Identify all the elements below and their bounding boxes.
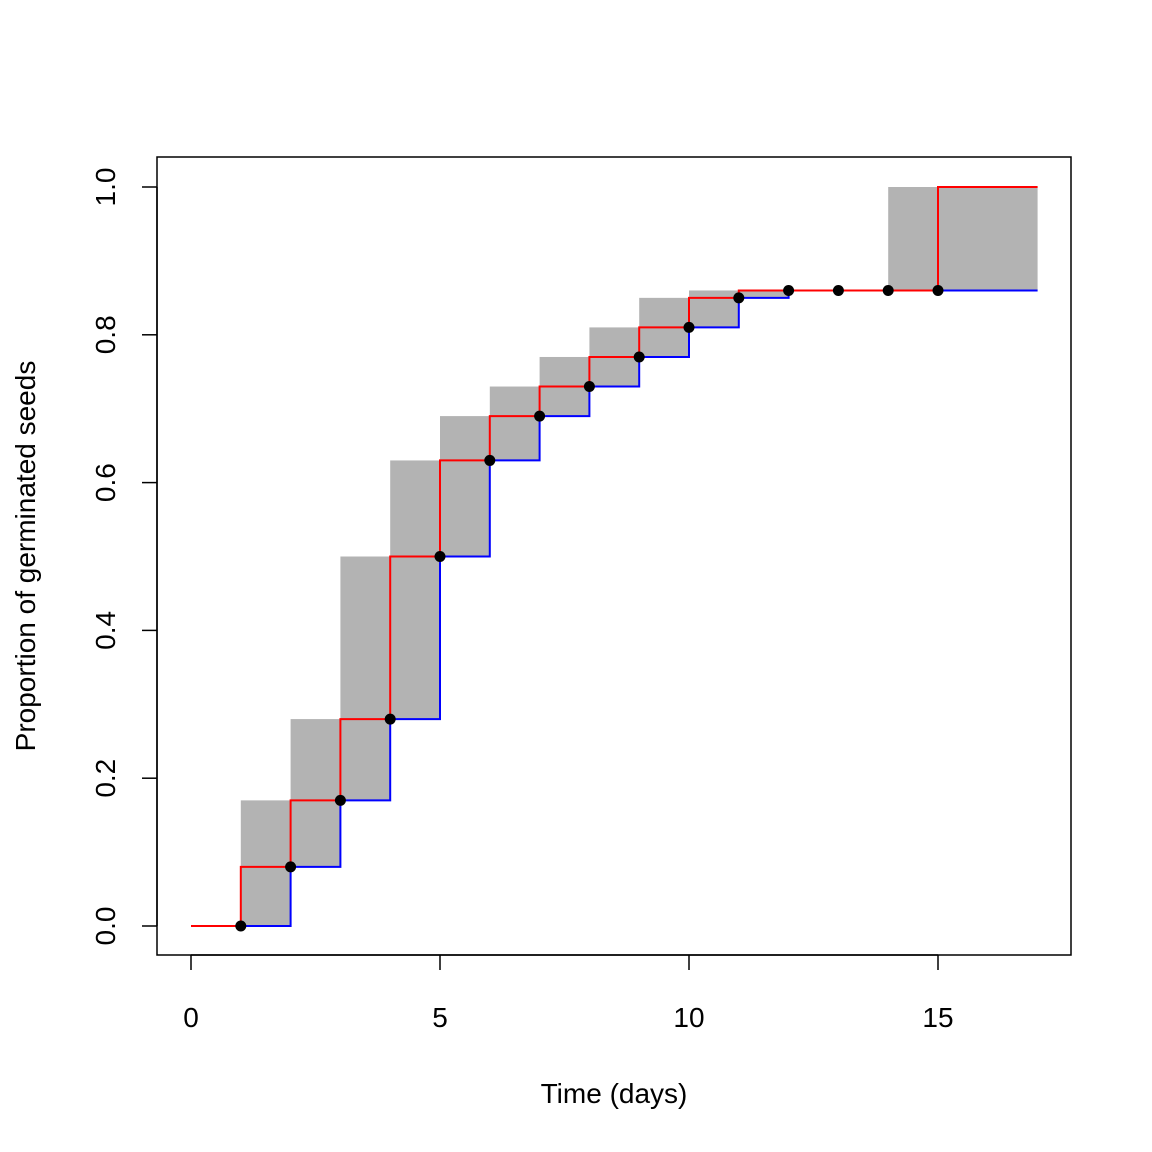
band-fill (738, 290, 789, 298)
x-tick-label: 10 (673, 1002, 704, 1033)
data-points (235, 284, 944, 932)
band-fill (240, 800, 291, 926)
data-point (434, 551, 446, 562)
y-tick-label: 0.4 (90, 611, 121, 650)
data-point (733, 292, 745, 304)
band-fill (440, 416, 490, 557)
y-tick-label: 0.2 (90, 759, 121, 798)
band-fill (489, 386, 540, 461)
y-tick-label: 1.0 (90, 168, 121, 207)
data-point (832, 284, 844, 296)
band-fill (888, 187, 938, 291)
y-axis-label: Proportion of germinated seeds (10, 361, 41, 752)
y-tick-label: 0.0 (90, 907, 121, 946)
y-tick-label: 0.8 (90, 315, 121, 354)
data-point (484, 454, 496, 466)
y-axis: 0.0 0.2 0.4 0.6 0.8 1.0 (90, 168, 158, 946)
y-tick-label: 0.6 (90, 463, 121, 502)
data-point (683, 321, 695, 333)
data-point (932, 284, 944, 296)
band-fill (340, 556, 391, 801)
x-tick-label: 0 (183, 1002, 199, 1033)
data-point (534, 410, 546, 422)
data-point (783, 284, 795, 296)
x-tick-label: 5 (432, 1002, 448, 1033)
band-fill (290, 719, 341, 867)
x-axis-label: Time (days) (541, 1078, 688, 1109)
band-fill (390, 460, 440, 720)
upper-step-line (191, 186, 1038, 927)
band-fill (689, 290, 739, 328)
data-point (384, 713, 396, 725)
x-axis: 0 5 10 15 (183, 954, 954, 1033)
band-fills (240, 187, 1038, 926)
data-point (285, 861, 297, 873)
data-point (633, 351, 645, 363)
data-point (334, 794, 346, 806)
band-fill (938, 187, 1038, 291)
data-point (235, 920, 247, 932)
data-point (583, 381, 595, 393)
data-point (882, 284, 894, 296)
x-tick-label: 15 (922, 1002, 953, 1033)
